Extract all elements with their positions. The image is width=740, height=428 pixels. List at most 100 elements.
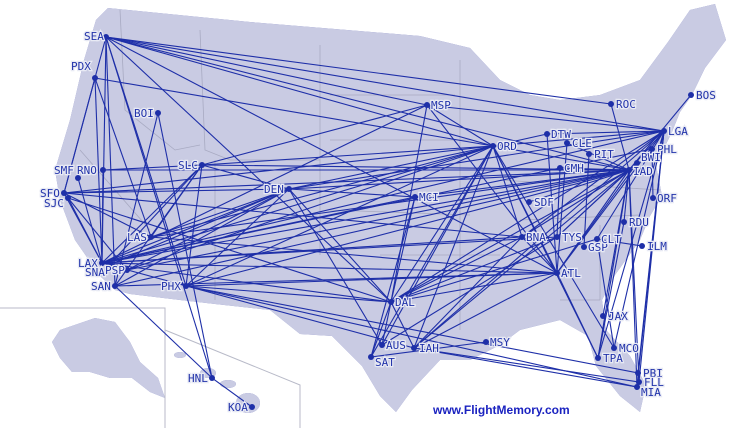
airport-mia[interactable]: MIA	[634, 384, 662, 400]
airport-dot[interactable]	[411, 345, 417, 351]
airport-sjc[interactable]: SJC	[43, 195, 71, 211]
airport-dot[interactable]	[483, 339, 489, 345]
airport-dot[interactable]	[581, 244, 587, 250]
airport-dot[interactable]	[639, 243, 645, 249]
airport-slc[interactable]: SLC	[177, 158, 205, 173]
flightmemory-link[interactable]: www.FlightMemory.com	[433, 403, 570, 417]
airport-sfo[interactable]: SFO	[39, 186, 67, 201]
airport-psp[interactable]: PSP	[104, 263, 130, 278]
airport-dot[interactable]	[526, 199, 532, 205]
airport-den[interactable]: DEN	[263, 182, 292, 197]
airport-dot[interactable]	[621, 219, 627, 225]
airport-koa[interactable]: KOA	[227, 400, 255, 415]
airport-dot[interactable]	[661, 128, 667, 134]
airport-dot[interactable]	[75, 175, 81, 181]
airport-dot[interactable]	[155, 110, 161, 116]
airport-dot[interactable]	[412, 194, 418, 200]
airport-dal[interactable]: DAL	[388, 295, 416, 310]
airport-dot[interactable]	[379, 342, 385, 348]
airport-dot[interactable]	[124, 267, 130, 273]
airport-dot[interactable]	[490, 143, 496, 149]
airport-msy[interactable]: MSY	[483, 335, 511, 350]
airport-dot[interactable]	[368, 354, 374, 360]
airport-ord[interactable]: ORD	[490, 139, 518, 154]
airport-dot[interactable]	[112, 283, 118, 289]
airport-dot[interactable]	[65, 195, 71, 201]
airport-sna[interactable]: SNA	[84, 262, 112, 280]
airport-dot[interactable]	[106, 262, 112, 268]
airport-hnl[interactable]: HNL	[187, 371, 215, 386]
airport-lga[interactable]: LGA	[661, 124, 689, 139]
airport-bos[interactable]: BOS	[688, 88, 717, 103]
airport-dot[interactable]	[650, 195, 656, 201]
airport-dot[interactable]	[183, 283, 189, 289]
airport-dot[interactable]	[100, 167, 106, 173]
airport-iah[interactable]: IAH	[411, 341, 440, 356]
airport-dot[interactable]	[636, 379, 642, 385]
airport-iad[interactable]: IAD	[626, 164, 654, 179]
airport-mci[interactable]: MCI	[412, 190, 440, 205]
airport-dot[interactable]	[519, 234, 525, 240]
airport-dot[interactable]	[594, 236, 600, 242]
airport-pit[interactable]: PIT	[586, 147, 615, 162]
airport-lax[interactable]: LAX	[77, 256, 105, 271]
airport-fll[interactable]: FLL	[636, 375, 665, 390]
airport-atl[interactable]: ATL	[554, 266, 582, 281]
airport-dot[interactable]	[595, 355, 601, 361]
airport-dot[interactable]	[61, 190, 67, 196]
airport-dot[interactable]	[600, 313, 606, 319]
airport-msp[interactable]: MSP	[424, 98, 452, 113]
airport-dot[interactable]	[99, 260, 105, 266]
airport-dot[interactable]	[209, 375, 215, 381]
airport-tys[interactable]: TYS	[554, 230, 583, 245]
airport-dot[interactable]	[634, 384, 640, 390]
airport-dot[interactable]	[554, 234, 560, 240]
airport-dot[interactable]	[388, 299, 394, 305]
airport-phx[interactable]: PHX	[160, 279, 189, 294]
airport-dot[interactable]	[92, 75, 98, 81]
airport-dot[interactable]	[148, 234, 154, 240]
airport-jax[interactable]: JAX	[600, 309, 629, 324]
airport-sdf[interactable]: SDF	[526, 195, 555, 210]
airport-dot[interactable]	[249, 404, 255, 410]
airport-bna[interactable]: BNA	[519, 230, 547, 245]
airport-gsp[interactable]: GSP	[581, 240, 609, 255]
airport-dot[interactable]	[586, 151, 592, 157]
airport-rno[interactable]: RNO	[76, 163, 106, 178]
airport-dot[interactable]	[286, 186, 292, 192]
airport-dot[interactable]	[103, 34, 109, 40]
airport-dot[interactable]	[544, 131, 550, 137]
airport-dot[interactable]	[554, 270, 560, 276]
airport-smf[interactable]: SMF	[53, 163, 81, 181]
airport-dot[interactable]	[611, 345, 617, 351]
airport-dot[interactable]	[608, 101, 614, 107]
airport-dot[interactable]	[634, 160, 640, 166]
airport-bwi[interactable]: BWI	[634, 150, 662, 166]
airport-dot[interactable]	[564, 140, 570, 146]
airport-orf[interactable]: ORF	[650, 191, 678, 206]
airport-dot[interactable]	[557, 165, 563, 171]
airport-dot[interactable]	[424, 102, 430, 108]
airport-las[interactable]: LAS	[126, 230, 154, 245]
airport-san[interactable]: SAN	[90, 279, 118, 294]
airport-ilm[interactable]: ILM	[639, 239, 668, 254]
airport-sea[interactable]: SEA	[83, 29, 109, 44]
airport-clt[interactable]: CLT	[594, 232, 622, 247]
airport-cle[interactable]: CLE	[564, 136, 593, 151]
airport-dot[interactable]	[626, 167, 632, 173]
airport-dot[interactable]	[635, 370, 641, 376]
airport-cmh[interactable]: CMH	[557, 161, 585, 176]
airport-rdu[interactable]: RDU	[621, 215, 650, 230]
airport-dot[interactable]	[649, 146, 655, 152]
airport-tpa[interactable]: TPA	[595, 351, 624, 366]
airport-roc[interactable]: ROC	[608, 97, 637, 112]
airport-dtw[interactable]: DTW	[544, 127, 572, 142]
airport-sat[interactable]: SAT	[368, 354, 396, 370]
airport-phl[interactable]: PHL	[649, 142, 678, 157]
airport-dot[interactable]	[199, 162, 205, 168]
airport-pdx[interactable]: PDX	[70, 59, 98, 81]
airport-dot[interactable]	[688, 92, 694, 98]
airport-aus[interactable]: AUS	[379, 338, 407, 353]
airport-mco[interactable]: MCO	[611, 341, 640, 356]
airport-pbi[interactable]: PBI	[635, 366, 664, 381]
